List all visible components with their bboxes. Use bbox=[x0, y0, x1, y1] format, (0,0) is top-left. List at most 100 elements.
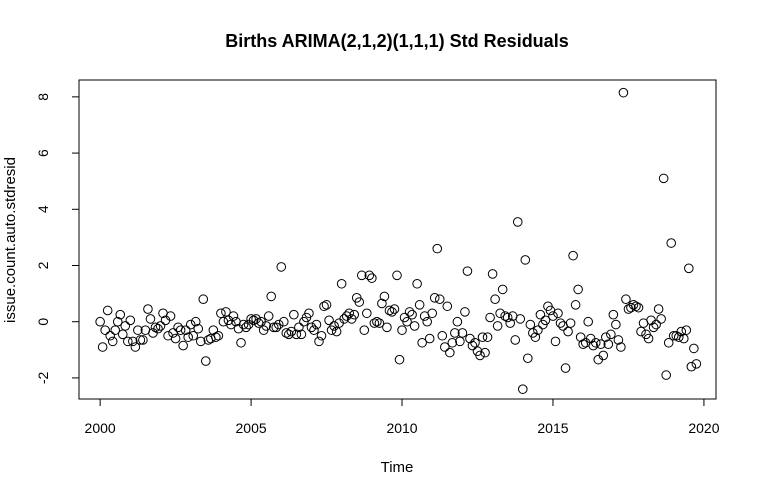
data-point bbox=[369, 318, 380, 328]
data-point bbox=[344, 308, 354, 319]
data-point bbox=[309, 325, 319, 335]
chart-title: Births ARIMA(2,1,2)(1,1,1) Std Residuals bbox=[225, 31, 568, 51]
data-point bbox=[379, 291, 390, 302]
data-point bbox=[512, 217, 523, 227]
data-point bbox=[470, 337, 480, 348]
x-tick-label: 2020 bbox=[688, 420, 719, 436]
data-point bbox=[105, 330, 115, 341]
data-point bbox=[588, 340, 599, 351]
data-point bbox=[397, 325, 407, 335]
data-point bbox=[616, 342, 626, 352]
data-point bbox=[678, 333, 689, 344]
data-point bbox=[643, 333, 654, 344]
data-point bbox=[633, 302, 644, 313]
data-point bbox=[487, 269, 498, 279]
data-point bbox=[653, 304, 664, 314]
data-point bbox=[648, 322, 659, 333]
data-point bbox=[434, 294, 445, 305]
data-point bbox=[354, 297, 365, 307]
y-axis: -2 0 2 4 6 8 bbox=[35, 93, 79, 384]
data-point bbox=[412, 278, 422, 289]
data-point bbox=[663, 337, 674, 348]
data-point bbox=[656, 314, 666, 324]
data-point bbox=[520, 255, 531, 265]
data-point bbox=[611, 319, 621, 330]
data-point bbox=[356, 270, 367, 281]
data-point bbox=[145, 314, 156, 324]
data-point bbox=[621, 294, 631, 305]
data-point bbox=[329, 321, 339, 331]
data-point bbox=[248, 315, 259, 326]
y-tick-label: 6 bbox=[35, 149, 51, 157]
data-point bbox=[304, 308, 314, 319]
data-point bbox=[492, 321, 503, 331]
data-point bbox=[97, 342, 108, 352]
data-point bbox=[291, 329, 302, 340]
data-point bbox=[618, 87, 629, 98]
data-point bbox=[188, 330, 199, 341]
data-point bbox=[263, 311, 274, 321]
data-point bbox=[568, 250, 578, 261]
data-point bbox=[110, 325, 121, 335]
data-point bbox=[107, 336, 118, 347]
data-point bbox=[689, 343, 699, 354]
data-point bbox=[314, 336, 324, 347]
data-point bbox=[523, 353, 533, 364]
data-point bbox=[563, 326, 573, 337]
x-tick-label: 2010 bbox=[386, 420, 417, 436]
data-point bbox=[603, 339, 614, 349]
data-point bbox=[238, 319, 249, 330]
data-point bbox=[555, 318, 566, 328]
data-point bbox=[437, 330, 448, 341]
data-point bbox=[271, 322, 282, 333]
x-axis: 2000 2005 2010 2015 2020 bbox=[85, 399, 720, 436]
data-point bbox=[477, 332, 488, 342]
data-point bbox=[651, 319, 661, 330]
data-point bbox=[578, 339, 588, 349]
data-point bbox=[424, 333, 435, 344]
data-point bbox=[497, 284, 508, 295]
data-point bbox=[200, 356, 211, 366]
data-point bbox=[241, 322, 251, 333]
data-point bbox=[281, 328, 292, 338]
data-point bbox=[331, 326, 342, 337]
y-tick-label: 4 bbox=[35, 205, 51, 213]
data-point bbox=[460, 307, 470, 317]
data-point bbox=[598, 350, 609, 361]
data-point bbox=[175, 325, 186, 335]
data-point bbox=[115, 309, 126, 320]
data-point bbox=[193, 323, 204, 334]
data-point bbox=[404, 307, 415, 317]
data-point bbox=[125, 315, 136, 326]
data-point bbox=[490, 294, 500, 305]
data-point bbox=[402, 316, 412, 327]
data-point bbox=[102, 305, 113, 316]
data-point bbox=[155, 321, 166, 331]
data-point bbox=[359, 325, 370, 335]
data-point bbox=[226, 319, 236, 330]
data-point bbox=[289, 309, 299, 320]
data-point bbox=[427, 308, 438, 319]
data-point bbox=[133, 325, 143, 335]
data-point bbox=[450, 328, 460, 338]
data-point bbox=[180, 325, 191, 335]
data-point bbox=[211, 332, 221, 342]
data-point bbox=[462, 266, 473, 276]
data-point bbox=[278, 316, 289, 327]
data-point bbox=[533, 325, 543, 335]
data-point bbox=[414, 300, 425, 310]
data-point bbox=[613, 335, 624, 345]
data-point bbox=[661, 370, 671, 380]
data-point bbox=[130, 342, 141, 352]
data-point bbox=[387, 307, 397, 317]
data-point bbox=[608, 309, 619, 320]
data-point bbox=[525, 319, 536, 330]
data-point bbox=[482, 332, 493, 342]
data-point bbox=[339, 314, 349, 324]
data-point bbox=[417, 337, 427, 348]
data-point bbox=[570, 300, 581, 310]
data-point bbox=[515, 314, 526, 324]
data-point bbox=[228, 311, 239, 321]
data-point bbox=[341, 311, 352, 321]
